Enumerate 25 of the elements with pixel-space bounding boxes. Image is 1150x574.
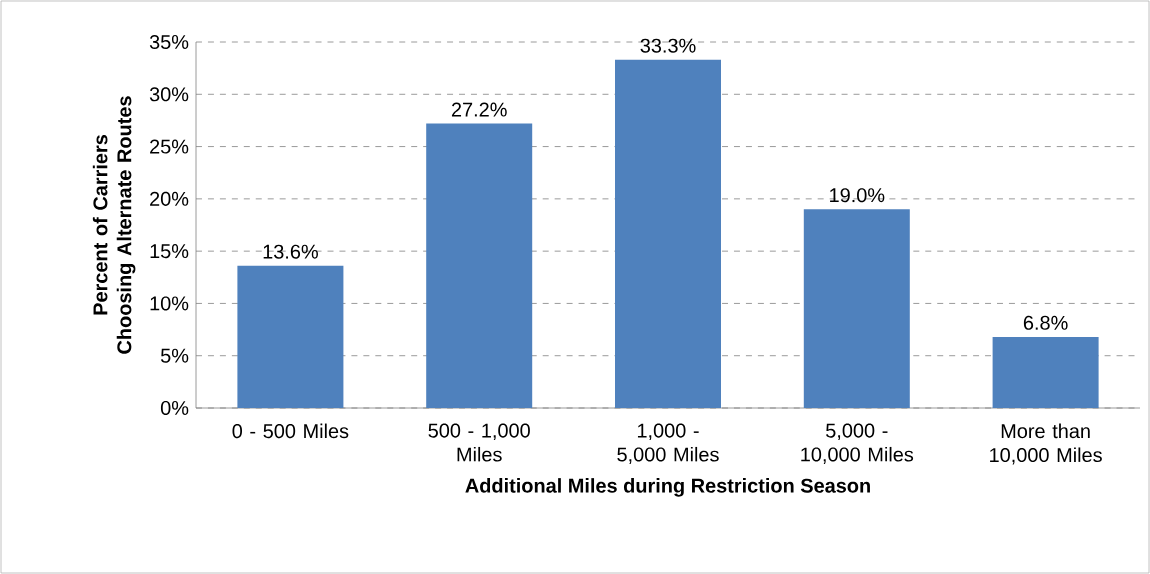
data-label: 6.8% — [1023, 315, 1068, 330]
y-tick-label: 5% — [160, 348, 189, 363]
data-label: 13.6% — [263, 244, 318, 259]
bar — [992, 336, 1099, 408]
x-tick-label: 1,000 - 5,000 Miles — [617, 423, 719, 464]
x-tick-label: 500 - 1,000 Miles — [428, 423, 530, 462]
y-tick-label: 30% — [149, 87, 189, 102]
y-tick-label: 35% — [149, 34, 189, 50]
x-axis-title: Additional Miles during Restriction Season — [465, 478, 870, 497]
bar — [237, 265, 344, 408]
y-tick-label: 15% — [150, 244, 189, 259]
y-axis-title: Percent of Carriers Choosing Alternate Routes — [92, 96, 136, 354]
bar — [803, 209, 910, 408]
x-tick-label: 5,000 - 10,000 Miles — [801, 423, 914, 464]
bar — [426, 123, 533, 408]
y-tick-label: 20% — [150, 191, 189, 206]
y-tick-label: 0% — [160, 400, 189, 416]
bar — [615, 59, 721, 408]
data-label: 27.2% — [451, 102, 507, 117]
x-tick-label: More than 10,000 Miles — [990, 423, 1102, 465]
data-label: 19.0% — [830, 188, 885, 203]
data-label: 33.3% — [640, 38, 696, 53]
x-tick-label: 0 - 500 Miles — [232, 423, 349, 439]
y-tick-label: 10% — [150, 296, 189, 311]
y-tick-label: 25% — [150, 139, 189, 154]
